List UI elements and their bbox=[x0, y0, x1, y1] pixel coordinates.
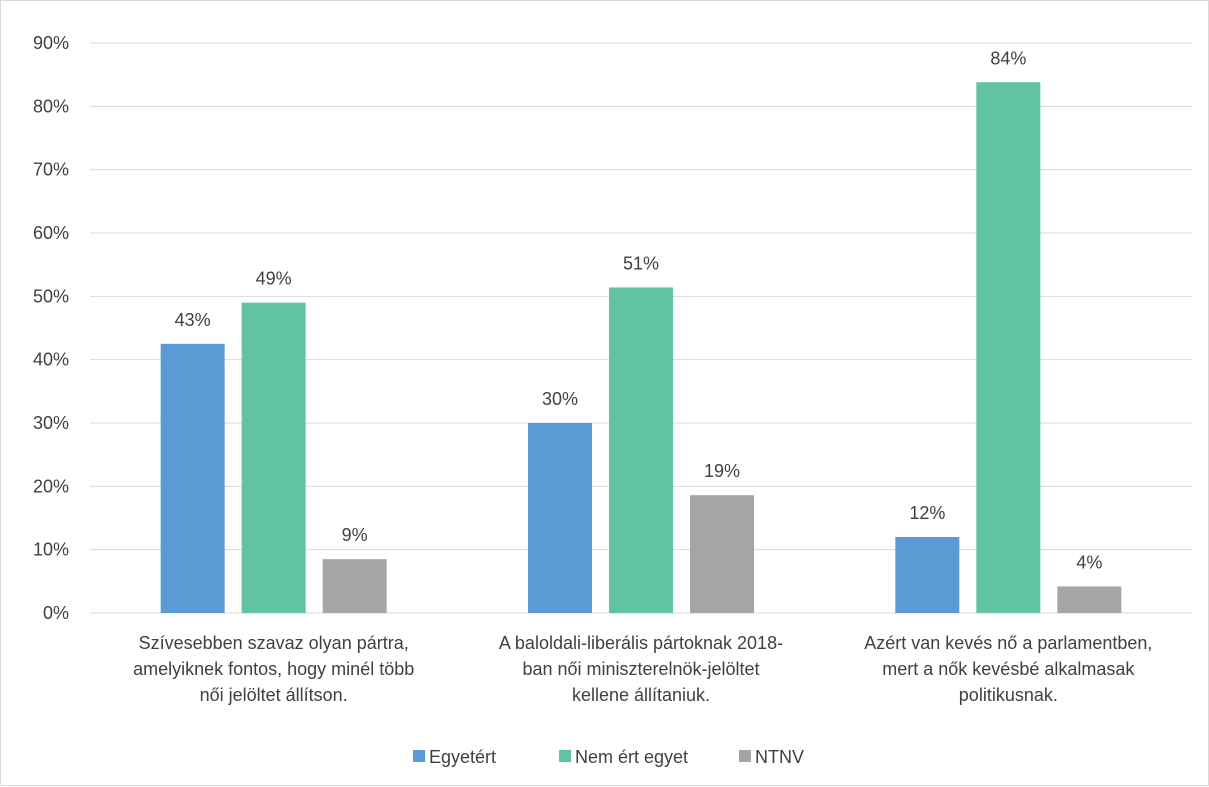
y-tick-label: 50% bbox=[33, 286, 69, 306]
data-label: 30% bbox=[542, 389, 578, 409]
category-label: amelyiknek fontos, hogy minél több bbox=[133, 659, 414, 679]
y-tick-label: 60% bbox=[33, 223, 69, 243]
bar bbox=[1057, 586, 1122, 613]
legend-swatch bbox=[413, 750, 425, 762]
bar bbox=[609, 287, 673, 613]
data-label: 4% bbox=[1076, 552, 1102, 572]
y-tick-label: 90% bbox=[33, 33, 69, 53]
bar bbox=[895, 537, 960, 613]
y-tick-label: 70% bbox=[33, 160, 69, 180]
data-label: 12% bbox=[909, 503, 945, 523]
legend-swatch bbox=[559, 750, 571, 762]
bar bbox=[160, 343, 225, 613]
category-label: Szívesebben szavaz olyan pártra, bbox=[139, 633, 409, 653]
data-label: 9% bbox=[342, 525, 368, 545]
y-tick-label: 80% bbox=[33, 96, 69, 116]
category-label: ban női miniszterelnök-jelöltet bbox=[522, 659, 759, 679]
legend-label: Egyetért bbox=[429, 747, 496, 767]
bar bbox=[241, 302, 306, 613]
bar bbox=[322, 559, 387, 613]
category-label: kellene állítaniuk. bbox=[572, 685, 710, 705]
legend-swatch bbox=[739, 750, 751, 762]
data-label: 19% bbox=[704, 461, 740, 481]
legend-label: Nem ért egyet bbox=[575, 747, 688, 767]
y-tick-label: 10% bbox=[33, 540, 69, 560]
category-label: Azért van kevés nő a parlamentben, bbox=[864, 633, 1152, 653]
category-label: mert a nők kevésbé alkalmasak bbox=[882, 659, 1135, 679]
data-label: 43% bbox=[175, 310, 211, 330]
y-tick-label: 40% bbox=[33, 350, 69, 370]
data-label: 49% bbox=[256, 269, 292, 289]
data-label: 51% bbox=[623, 253, 659, 273]
category-label: politikusnak. bbox=[959, 685, 1058, 705]
bar bbox=[528, 423, 592, 613]
category-label: A baloldali-liberális pártoknak 2018- bbox=[499, 633, 783, 653]
legend-label: NTNV bbox=[755, 747, 804, 767]
category-label: női jelöltet állítson. bbox=[200, 685, 348, 705]
y-tick-label: 20% bbox=[33, 476, 69, 496]
bar bbox=[976, 82, 1041, 614]
data-label: 84% bbox=[990, 48, 1026, 68]
y-tick-label: 30% bbox=[33, 413, 69, 433]
bar bbox=[690, 495, 754, 613]
y-tick-label: 0% bbox=[43, 603, 69, 623]
